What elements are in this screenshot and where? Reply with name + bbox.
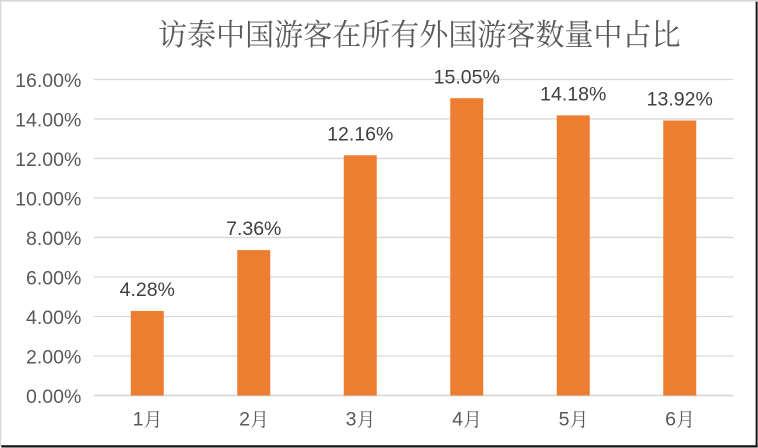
svg-text:6: 6 (665, 408, 676, 430)
svg-text:8.00%: 8.00% (26, 228, 81, 250)
svg-text:14.18%: 14.18% (540, 83, 606, 105)
svg-text:2: 2 (239, 408, 250, 430)
svg-text:12.16%: 12.16% (327, 123, 393, 145)
svg-text:4.28%: 4.28% (120, 279, 175, 301)
svg-text:13.92%: 13.92% (647, 89, 713, 111)
svg-text:10.00%: 10.00% (15, 188, 81, 210)
svg-text:5: 5 (559, 408, 570, 430)
svg-text:14.00%: 14.00% (15, 109, 81, 131)
svg-text:3: 3 (346, 408, 357, 430)
svg-text:7.36%: 7.36% (226, 218, 281, 240)
svg-text:4: 4 (452, 408, 463, 430)
svg-text:6.00%: 6.00% (26, 267, 81, 289)
svg-text:12.00%: 12.00% (15, 149, 81, 171)
svg-text:15.05%: 15.05% (434, 66, 500, 88)
svg-text:1: 1 (133, 408, 144, 430)
svg-text:4.00%: 4.00% (26, 307, 81, 329)
svg-text:16.00%: 16.00% (15, 70, 81, 92)
svg-text:2.00%: 2.00% (26, 346, 81, 368)
svg-text:0.00%: 0.00% (26, 386, 81, 408)
